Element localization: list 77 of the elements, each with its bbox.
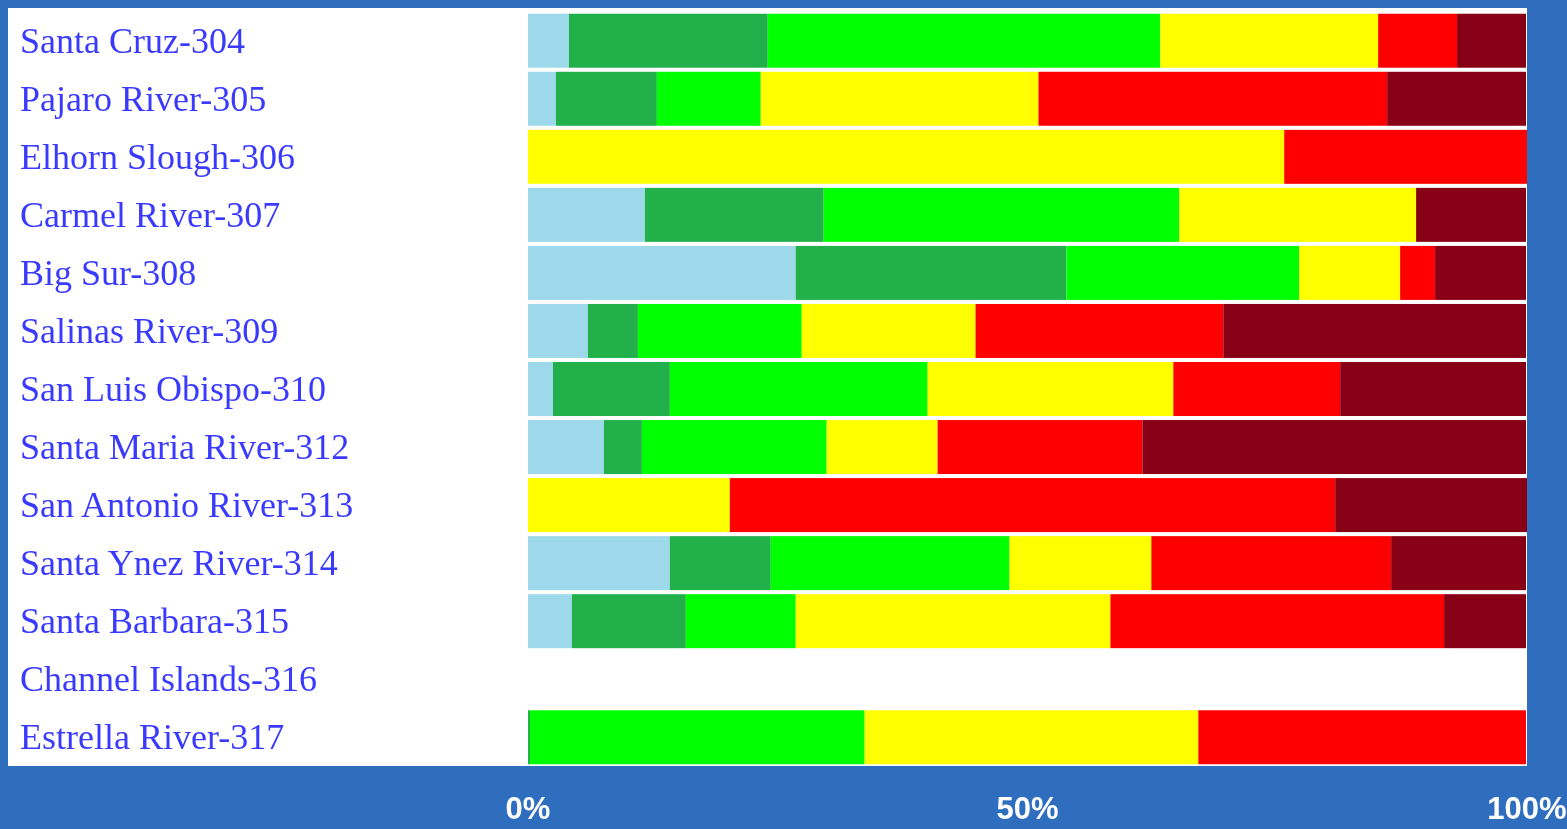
y-tick-label: Santa Ynez River-314 xyxy=(20,543,338,584)
bar xyxy=(1387,71,1526,126)
bar xyxy=(644,187,824,242)
bar xyxy=(1444,594,1526,649)
bar xyxy=(568,13,768,68)
bar xyxy=(1110,594,1445,649)
bar xyxy=(1435,245,1526,300)
bar xyxy=(1284,129,1527,184)
bar xyxy=(864,710,1199,765)
bar xyxy=(795,245,1067,300)
y-tick-label: Estrella River-317 xyxy=(20,717,285,758)
bar xyxy=(1038,71,1388,126)
bar xyxy=(571,594,686,649)
bar xyxy=(528,478,730,533)
bar xyxy=(528,245,796,300)
bar xyxy=(528,420,604,475)
y-tick-label: Salinas River-309 xyxy=(20,310,279,351)
bar xyxy=(1400,245,1436,300)
bar xyxy=(760,71,1039,126)
bar xyxy=(587,303,638,358)
bar xyxy=(528,594,572,649)
y-tick-label: Santa Cruz-304 xyxy=(20,20,245,61)
bar xyxy=(1142,420,1527,475)
bar xyxy=(1378,13,1458,68)
bar xyxy=(1009,536,1152,591)
bar xyxy=(528,362,553,416)
bar xyxy=(528,187,645,242)
bar xyxy=(1198,710,1526,765)
bar xyxy=(767,13,1161,68)
y-tick-label: San Antonio River-313 xyxy=(20,485,354,526)
bar xyxy=(729,478,1336,533)
bar xyxy=(1340,362,1526,416)
bar xyxy=(1391,536,1527,591)
bar xyxy=(603,420,642,475)
bar xyxy=(528,71,556,126)
bar xyxy=(927,362,1174,416)
bar xyxy=(528,536,670,591)
bar xyxy=(669,536,771,591)
bar xyxy=(1223,303,1526,358)
bar xyxy=(656,71,761,126)
bar xyxy=(528,129,1285,184)
bar xyxy=(552,362,670,416)
bar xyxy=(530,710,865,765)
bar xyxy=(528,303,588,358)
bar xyxy=(669,362,928,416)
bar xyxy=(1457,13,1526,68)
bar xyxy=(937,420,1143,475)
x-tick-label: 0% xyxy=(505,790,551,826)
y-tick-label: Big Sur-308 xyxy=(20,252,197,293)
y-tick-label: Santa Maria River-312 xyxy=(20,427,350,468)
bar xyxy=(1179,187,1417,242)
bar xyxy=(795,594,1111,649)
bar xyxy=(975,303,1224,358)
bar xyxy=(555,71,657,126)
y-tick-label: Channel Islands-316 xyxy=(20,659,317,700)
bar xyxy=(637,303,802,358)
y-tick-label: Santa Barbara-315 xyxy=(20,601,289,642)
x-tick-label: 50% xyxy=(996,790,1059,826)
bar xyxy=(685,594,796,649)
bar xyxy=(1416,187,1526,242)
bar xyxy=(1335,478,1527,533)
bar xyxy=(801,303,976,358)
bar xyxy=(823,187,1180,242)
bar xyxy=(1151,536,1392,591)
bar xyxy=(770,536,1010,591)
y-tick-label: Pajaro River-305 xyxy=(20,78,267,119)
bar xyxy=(1066,245,1300,300)
y-tick-label: Elhorn Slough-306 xyxy=(20,136,295,177)
bar xyxy=(528,13,569,68)
y-tick-label: Carmel River-307 xyxy=(20,194,281,235)
bar xyxy=(826,420,938,475)
x-tick-label: 100% xyxy=(1487,790,1567,826)
bar xyxy=(641,420,827,475)
bar xyxy=(1299,245,1401,300)
bar xyxy=(1173,362,1341,416)
y-tick-label: San Luis Obispo-310 xyxy=(20,369,326,409)
bar xyxy=(1160,13,1379,68)
